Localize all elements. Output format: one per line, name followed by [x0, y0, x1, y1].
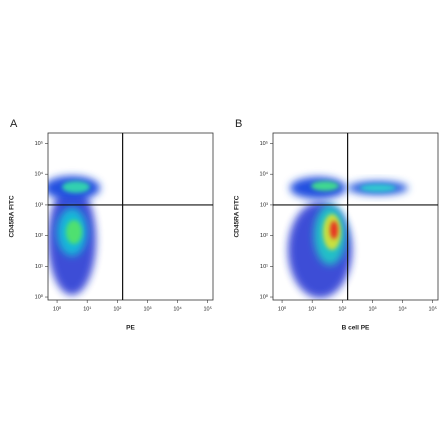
- y-tick-label: 10⁰: [260, 293, 269, 300]
- x-tick-label: 10⁰: [278, 305, 287, 312]
- x-tick-label: 10⁴: [173, 305, 182, 312]
- y-axis-label: CD45RA FITC: [9, 195, 16, 237]
- x-tick-label: 10⁵: [203, 305, 211, 312]
- y-tick-label: 10⁵: [260, 140, 268, 147]
- y-tick-label: 10¹: [35, 264, 43, 270]
- x-tick-label: 10¹: [308, 306, 316, 312]
- panel-label: A: [10, 118, 18, 130]
- x-tick-label: 10³: [143, 306, 151, 312]
- y-tick-label: 10²: [260, 233, 268, 239]
- x-tick-label: 10²: [113, 306, 121, 312]
- plot-frame: [47, 132, 214, 301]
- x-tick-label: 10⁵: [428, 305, 436, 312]
- density-cloud: [48, 176, 100, 295]
- y-tick-label: 10²: [35, 233, 43, 239]
- x-tick-label: 10⁴: [398, 305, 407, 312]
- y-tick-label: 10³: [35, 202, 43, 208]
- y-tick-label: 10⁴: [260, 171, 269, 178]
- plot-frame: [272, 132, 439, 301]
- y-axis-label: CD45RA FITC: [234, 195, 241, 237]
- panel-label: B: [235, 118, 242, 130]
- y-tick-label: 10⁵: [35, 140, 43, 147]
- x-tick-label: 10³: [368, 306, 376, 312]
- x-tick-label: 10⁰: [53, 305, 62, 312]
- x-tick-label: 10²: [338, 306, 346, 312]
- y-tick-label: 10⁰: [35, 293, 44, 300]
- x-tick-label: 10¹: [83, 306, 91, 312]
- y-tick-label: 10¹: [260, 264, 268, 270]
- density-cloud: [288, 177, 408, 298]
- x-axis-label: B cell PE: [342, 325, 370, 332]
- y-tick-label: 10⁴: [35, 171, 44, 178]
- y-tick-label: 10³: [260, 202, 268, 208]
- x-axis-label: PE: [126, 325, 135, 332]
